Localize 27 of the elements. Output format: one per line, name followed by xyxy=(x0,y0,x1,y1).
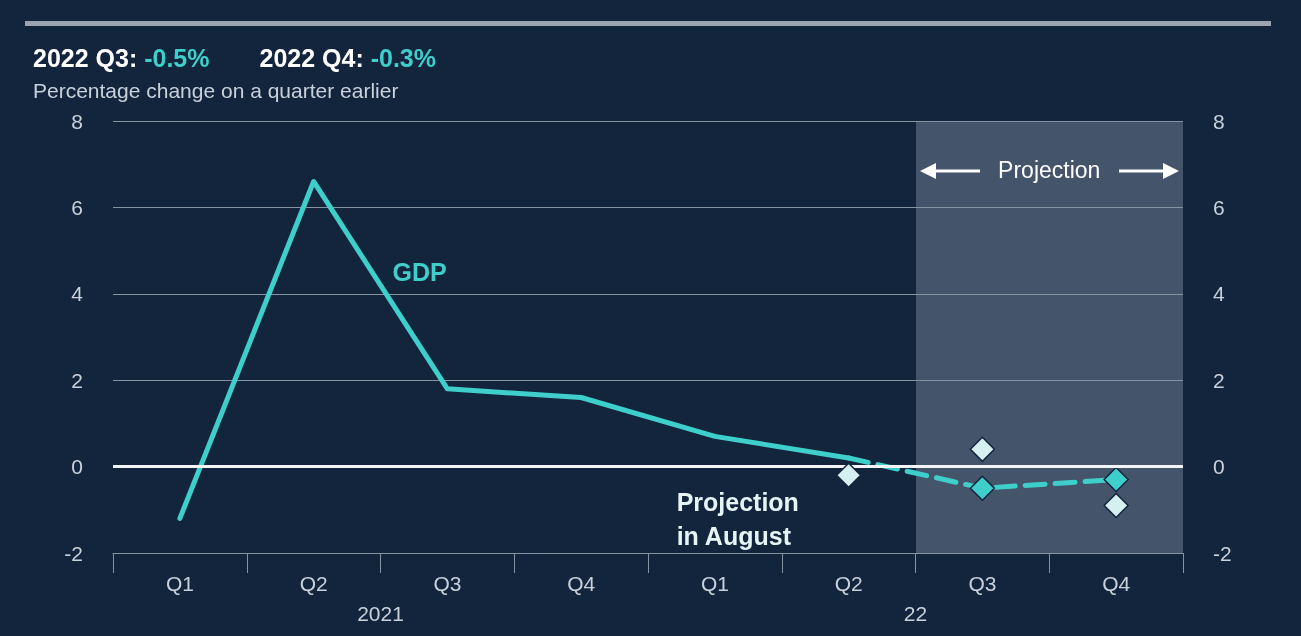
y-tick-label: 6 xyxy=(71,195,83,219)
y-tick-label: 2 xyxy=(71,368,83,392)
y2-tick-label: -2 xyxy=(1213,541,1232,565)
text: 22 xyxy=(903,602,928,625)
x-tick-label: Q1 xyxy=(700,572,729,595)
x-tick-label: Q3 xyxy=(433,572,462,595)
chart-title: 2022 Q3: -0.5% 2022 Q4: -0.3% xyxy=(33,43,436,72)
series-label: GDP xyxy=(392,257,447,286)
y2-tick-label: 6 xyxy=(1213,195,1225,219)
y2-tick-label: 2 xyxy=(1213,368,1225,392)
x-tick-label: Q3 xyxy=(968,572,997,595)
y-tick-label: 0 xyxy=(71,455,83,479)
x-tick-label: Q4 xyxy=(1102,572,1131,595)
chart-subtitle: Percentage change on a quarter earlier xyxy=(33,79,399,102)
text: 2021 xyxy=(357,602,404,625)
series-label: Projection in August xyxy=(676,488,799,551)
y-tick-label: -2 xyxy=(64,541,83,565)
annotation: Projection xyxy=(998,157,1101,184)
x-tick-label: Q2 xyxy=(299,572,328,595)
x-tick-label: Q4 xyxy=(567,572,596,595)
y-tick-label: 4 xyxy=(71,282,84,306)
x-tick-label: Q2 xyxy=(834,572,863,595)
y2-tick-label: 0 xyxy=(1213,455,1225,479)
y2-tick-label: 4 xyxy=(1213,282,1225,306)
y2-tick-label: 8 xyxy=(1213,109,1225,133)
y-tick-label: 8 xyxy=(71,109,83,133)
x-tick-label: Q1 xyxy=(165,572,194,595)
